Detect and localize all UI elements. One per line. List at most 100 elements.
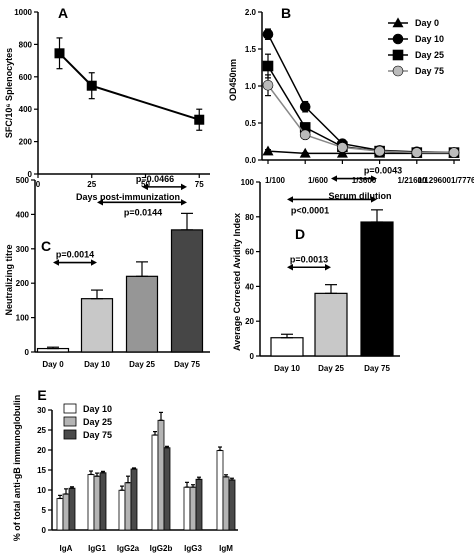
p-value-label: p=0.0466 <box>136 174 174 184</box>
data-point <box>86 80 97 91</box>
y-tick-label: 100 <box>241 178 255 187</box>
y-tick-label: 10 <box>37 486 46 495</box>
panel-letter-c: C <box>41 238 51 254</box>
bar-2 <box>163 447 171 531</box>
y-tick-label: 0 <box>250 352 255 361</box>
bar-2 <box>99 472 107 531</box>
y-tick-label: 60 <box>245 248 254 257</box>
bar-0 <box>56 498 64 531</box>
x-tick-label: IgG2b <box>150 544 173 553</box>
data-point-3 <box>262 79 274 91</box>
bar-2 <box>68 487 76 531</box>
significance-arrow-head-right <box>181 183 187 191</box>
significance-arrow-head-left <box>142 183 148 191</box>
data-point-1 <box>262 28 274 40</box>
significance-arrow-head-left <box>287 264 293 271</box>
data-point-1 <box>299 101 311 113</box>
y-tick-label: 400 <box>16 210 30 219</box>
y-tick-label: 200 <box>19 138 33 147</box>
significance-arrow-head-right <box>325 264 331 271</box>
y-tick-label: 1000 <box>14 8 32 17</box>
bar-1 <box>157 419 165 531</box>
bar-2 <box>228 479 236 531</box>
data-point-3 <box>411 147 423 158</box>
significance-arrow-head-left <box>53 259 59 266</box>
significance-arrow-head-right <box>371 175 377 182</box>
legend-swatch <box>63 416 77 427</box>
p-value-label: p=0.0144 <box>124 207 162 217</box>
y-tick-label: 0.0 <box>245 156 257 165</box>
data-point-3 <box>374 145 385 157</box>
bar-0 <box>183 486 191 531</box>
x-tick-label: Day 75 <box>174 360 200 369</box>
y-tick-label: 500 <box>16 176 30 185</box>
legend-marker <box>392 17 404 28</box>
y-axis-label: % of total anti-gB immunoglobulin <box>12 395 22 541</box>
data-point <box>54 48 65 59</box>
p-value-label: p=0.0043 <box>364 166 402 176</box>
bar-0 <box>216 450 224 531</box>
x-tick-label: 1/21600 <box>398 176 427 185</box>
x-tick-label: Day 0 <box>42 360 64 369</box>
data-point-0 <box>299 147 311 158</box>
y-tick-label: 600 <box>19 73 33 82</box>
bar-0 <box>118 489 126 531</box>
legend-swatch <box>63 429 77 440</box>
y-tick-label: 300 <box>16 245 30 254</box>
data-point-2 <box>262 60 274 72</box>
legend-label: Day 10 <box>415 34 444 44</box>
bar-0 <box>87 474 95 531</box>
bar-1 <box>222 476 230 531</box>
data-point-0 <box>262 145 274 156</box>
x-tick-label: IgA <box>60 544 73 553</box>
legend-label: Day 25 <box>415 50 444 60</box>
y-tick-label: 25 <box>37 426 46 435</box>
panel-letter-e: E <box>37 387 46 403</box>
y-axis-label: Average Corrected Avidity Index <box>232 213 242 351</box>
y-tick-label: 800 <box>19 40 33 49</box>
significance-arrow-head-left <box>331 175 337 182</box>
x-tick-label: IgG3 <box>184 544 202 553</box>
y-axis-label: OD450nm <box>228 59 238 101</box>
p-value-label: p<0.0001 <box>291 205 329 215</box>
x-tick-label: 50 <box>141 180 150 189</box>
legend-label: Day 0 <box>415 18 439 28</box>
x-tick-label: Day 10 <box>84 360 110 369</box>
legend-label: Day 75 <box>83 430 112 440</box>
x-tick-label: 1/3600 <box>352 176 377 185</box>
x-tick-label: 1/100 <box>265 176 286 185</box>
series-line <box>58 52 200 121</box>
data-point-0 <box>336 147 348 158</box>
x-tick-label: 1/600 <box>308 176 329 185</box>
bar-0 <box>151 434 159 531</box>
y-tick-label: 0 <box>25 348 30 357</box>
bar-2 <box>130 468 138 531</box>
data-point-3 <box>337 142 348 153</box>
x-axis-label: Days post-immunization <box>76 192 180 202</box>
y-tick-label: 0.5 <box>245 119 257 128</box>
y-tick-label: 100 <box>16 314 30 323</box>
bar-1 <box>189 486 197 531</box>
y-tick-label: 80 <box>245 213 254 222</box>
legend-marker <box>392 65 404 77</box>
bar-1 <box>93 475 101 531</box>
x-tick-label: IgG2a <box>117 544 140 553</box>
x-tick-label: IgM <box>219 544 233 553</box>
x-tick-label: 25 <box>87 180 96 189</box>
x-axis-label: Serum dilution <box>329 191 392 201</box>
bar <box>360 221 394 357</box>
legend-marker <box>392 49 404 61</box>
bar-1 <box>124 482 132 531</box>
x-tick-label: 75 <box>195 180 204 189</box>
bar <box>170 229 204 353</box>
y-tick-label: 200 <box>16 279 30 288</box>
x-tick-label: 1/1296001/777600 <box>418 176 474 185</box>
bar <box>80 298 114 353</box>
x-tick-label: Day 10 <box>274 364 300 373</box>
panel-letter-b: B <box>281 5 291 21</box>
y-tick-label: 0 <box>28 170 33 179</box>
p-value-label: p=0.0014 <box>56 250 94 260</box>
y-tick-label: 20 <box>245 317 254 326</box>
x-tick-label: Day 25 <box>129 360 155 369</box>
